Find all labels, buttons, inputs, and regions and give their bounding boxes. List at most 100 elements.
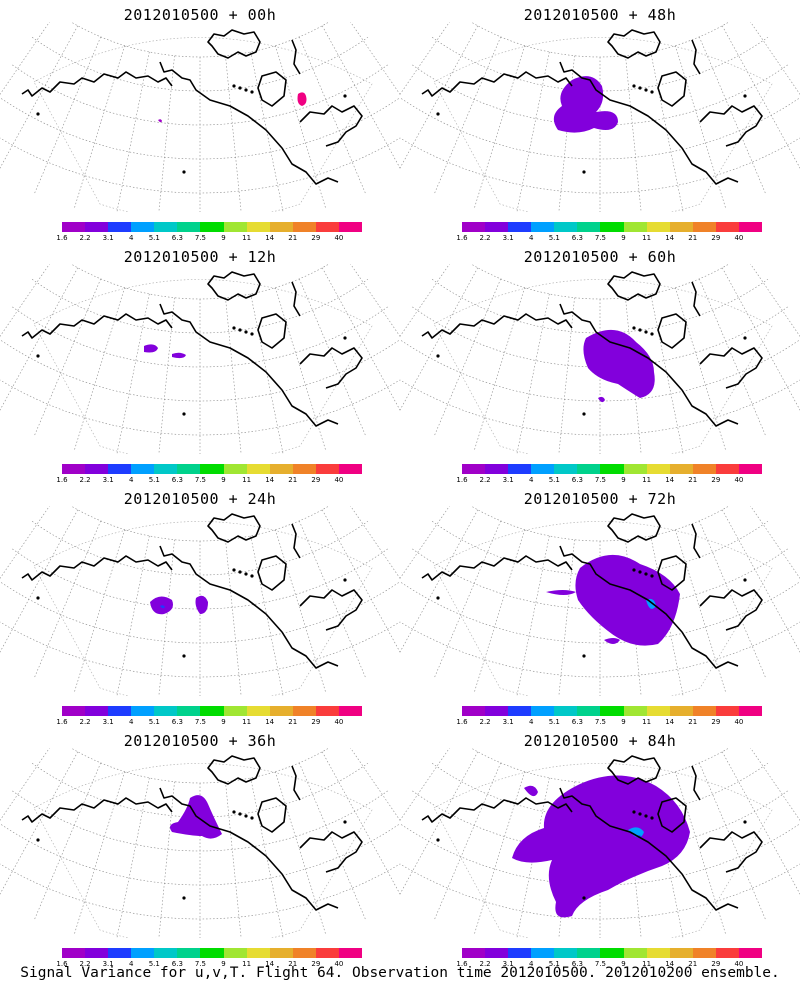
- meridian: [400, 748, 450, 821]
- meridian: [350, 264, 400, 337]
- colorbar-tick-label: 1.6: [456, 234, 468, 242]
- coastline: [299, 831, 363, 873]
- colorbar-swatch: [131, 706, 155, 716]
- variance-contour: [158, 119, 162, 123]
- colorbar-tick-label: 9: [221, 476, 226, 484]
- colorbar-tick-label: 3.1: [502, 960, 514, 968]
- meridian: [434, 520, 501, 678]
- island: [632, 568, 636, 572]
- colorbar-swatch: [200, 464, 224, 474]
- colorbar: [462, 948, 763, 958]
- colorbar-swatch: [692, 706, 716, 716]
- meridian: [699, 278, 766, 436]
- meridian: [250, 777, 284, 938]
- colorbar-swatch: [200, 706, 224, 716]
- colorbar-swatch: [600, 706, 624, 716]
- colorbar-tick-label: 40: [334, 718, 344, 726]
- colorbar-swatch: [554, 464, 578, 474]
- coastline: [257, 71, 287, 107]
- colorbar-swatch: [738, 222, 763, 232]
- map-panel: 2012010500 + 12h 1.6 2.2 3.1 4 5.1 6.3 7.5 9 11 14…: [0, 242, 400, 484]
- island: [232, 326, 236, 330]
- colorbar-swatch: [623, 222, 647, 232]
- colorbar-swatch: [154, 464, 178, 474]
- panel-title: 2012010500 + 48h: [523, 6, 677, 24]
- meridian: [250, 535, 284, 696]
- colorbar-tick-label: 1.6: [456, 960, 468, 968]
- coastline: [559, 787, 739, 911]
- polar-map: [400, 22, 800, 212]
- meridian: [225, 539, 242, 696]
- panel-title: 2012010500 + 00h: [123, 6, 277, 24]
- colorbar-tick-label: 5.1: [148, 960, 160, 968]
- island: [232, 568, 236, 572]
- colorbar-tick-label: 14: [665, 960, 675, 968]
- coastline: [607, 755, 661, 785]
- colorbar: [462, 706, 763, 716]
- colorbar-ticks: 1.6 2.2 3.1 4 5.1 6.3 7.5 9 11 14 21 29 40: [456, 476, 762, 486]
- colorbar-swatch: [269, 948, 293, 958]
- coastline: [421, 313, 573, 339]
- island: [644, 814, 648, 818]
- meridian: [0, 509, 79, 653]
- coastline: [691, 39, 701, 75]
- colorbar-tick-label: 2.2: [79, 476, 91, 484]
- map-boundary: [33, 37, 373, 212]
- meridian: [400, 509, 479, 653]
- colorbar-tick-label: 40: [734, 718, 744, 726]
- colorbar-swatch: [485, 464, 509, 474]
- colorbar-tick-label: 6.3: [571, 718, 583, 726]
- colorbar-swatch: [692, 948, 716, 958]
- coastline: [607, 29, 661, 59]
- meridian: [434, 278, 501, 436]
- island: [638, 86, 642, 90]
- colorbar-tick-label: 4: [128, 718, 134, 726]
- colorbar-tick-label: 40: [734, 476, 744, 484]
- colorbar-swatch: [462, 706, 486, 716]
- colorbar-tick-label: 1.6: [456, 718, 468, 726]
- coastline: [21, 313, 173, 339]
- variance-contour: [172, 352, 186, 359]
- coastline: [699, 589, 763, 631]
- colorbar-tick-label: 11: [642, 234, 652, 242]
- latitude-circle: [470, 506, 730, 542]
- colorbar-swatch: [531, 948, 555, 958]
- meridian: [74, 45, 125, 209]
- colorbar-tick-label: 2.2: [479, 718, 491, 726]
- colorbar-swatch: [485, 948, 509, 958]
- meridian: [299, 520, 366, 678]
- colorbar-tick-label: 29: [711, 234, 721, 242]
- colorbar-tick-label: 21: [288, 960, 298, 968]
- island: [182, 170, 186, 174]
- panel-title: 2012010500 + 12h: [123, 248, 277, 266]
- colorbar-tick-label: 14: [265, 234, 275, 242]
- colorbar-swatch: [623, 706, 647, 716]
- meridian: [350, 22, 400, 95]
- latitude-circle: [0, 621, 400, 678]
- polar-map: [0, 264, 400, 454]
- latitude-circle: [0, 379, 400, 436]
- coastline: [421, 555, 573, 581]
- island: [632, 326, 636, 330]
- polar-map: [400, 264, 800, 454]
- island: [238, 86, 242, 90]
- colorbar-swatch: [577, 222, 601, 232]
- colorbar-swatch: [223, 464, 247, 474]
- colorbar-tick-label: 3.1: [102, 960, 114, 968]
- colorbar-swatch: [715, 948, 739, 958]
- colorbar-swatch: [292, 948, 316, 958]
- colorbar-swatch: [669, 948, 693, 958]
- coastline: [291, 281, 301, 317]
- colorbar-swatch: [62, 464, 86, 474]
- colorbar-tick-label: 4: [128, 960, 134, 968]
- polar-map: [400, 748, 800, 938]
- island: [436, 596, 440, 600]
- meridian: [350, 506, 400, 579]
- island: [343, 336, 347, 340]
- colorbar-swatch: [508, 464, 532, 474]
- meridian: [350, 748, 400, 821]
- colorbar-swatch: [315, 222, 339, 232]
- meridian: [158, 297, 175, 454]
- latitude-circle: [70, 506, 330, 542]
- colorbar-tick-label: 5.1: [148, 234, 160, 242]
